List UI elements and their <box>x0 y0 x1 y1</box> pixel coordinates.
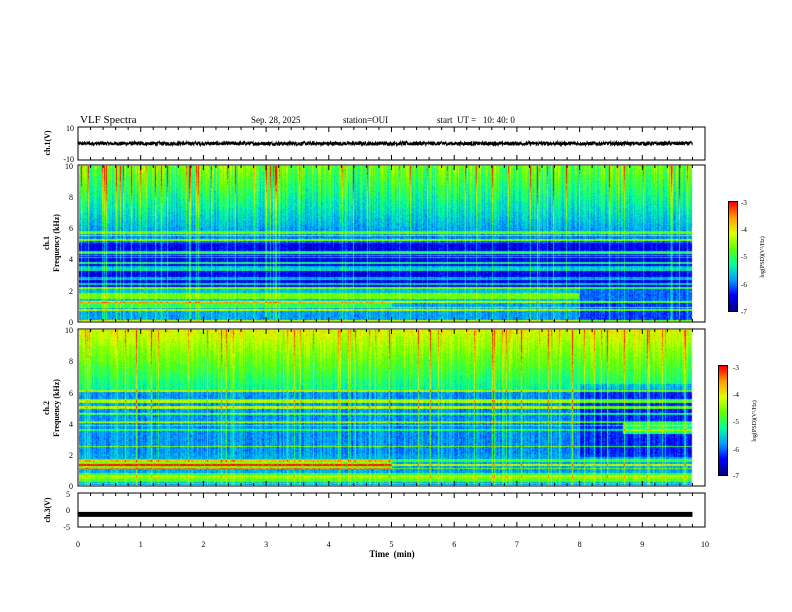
ch1-ytick-bottom: -10 <box>63 155 74 164</box>
colorbar1-tick-m3: -3 <box>741 199 747 207</box>
figure-start-ut: start UT = 10: 40: 0 <box>437 115 515 125</box>
ch2-spectrogram-ticks <box>77 329 706 486</box>
ch3-ytick-top: 5 <box>66 490 70 499</box>
ch1-freq-tick-10: 10 <box>65 162 73 171</box>
ch2-spectrogram-image-wrap <box>79 330 704 485</box>
time-tick-label: 6 <box>452 540 456 549</box>
colorbar1-gradient <box>729 202 737 311</box>
ch2-freq-tick-6: 6 <box>69 389 73 398</box>
ch1-ytick-top: 10 <box>66 124 74 133</box>
figure-title: VLF Spectra <box>80 114 137 126</box>
ch1-freq-tick-8: 8 <box>69 193 73 202</box>
ch2-freq-tick-4: 4 <box>69 420 73 429</box>
ch2-freq-tick-10: 10 <box>65 326 73 335</box>
ch2-freq-tick-8: 8 <box>69 357 73 366</box>
time-tick-label: 1 <box>139 540 143 549</box>
colorbar2-tick-m4: -4 <box>733 391 739 399</box>
colorbar1-tick-m5: -5 <box>741 253 747 261</box>
ch1-freq-tick-0: 0 <box>69 318 73 327</box>
ch1-spectrogram-ylabel-freq: Frequency (kHz) <box>52 214 61 272</box>
ch3-waveform-ylabel: ch.3(V) <box>43 497 52 522</box>
ch1-freq-tick-4: 4 <box>69 255 73 264</box>
figure-date: Sep. 28, 2025 <box>251 115 301 125</box>
ch1-spectrogram-yticks: 0 2 4 6 8 10 <box>65 162 73 327</box>
figure-station: station=OUI <box>343 115 388 125</box>
ch3-ytick-bottom: -5 <box>63 523 70 532</box>
ch2-freq-tick-0: 0 <box>69 482 73 491</box>
ch2-spectrogram-panel: 0 2 4 6 8 10 ch.2 Frequency (kHz) -3 -4 … <box>42 326 758 491</box>
time-tick-label: 3 <box>264 540 268 549</box>
colorbar1-tick-m6: -6 <box>741 281 747 289</box>
ch1-waveform-ticks <box>77 127 706 160</box>
time-tick-label: 4 <box>327 540 331 549</box>
ch1-spectrogram-ticks <box>77 165 706 322</box>
ch1-spectrogram-heatmap <box>79 166 704 321</box>
ch2-spectrogram-ylabel: ch.2 <box>42 401 51 415</box>
ch3-waveform-frame <box>77 492 706 528</box>
ch3-waveform-panel: 5 0 -5 ch.3(V) 0 1 2 3 4 5 6 7 8 9 10 Time (min) <box>43 490 709 559</box>
colorbar1-tick-m4: -4 <box>741 226 747 234</box>
colorbar2-label: log(PSD)(V²/Hz) <box>751 400 758 441</box>
colorbar2-frame <box>718 365 728 476</box>
colorbar1-tick-m7: -7 <box>741 308 747 316</box>
colorbar2-tick-m3: -3 <box>733 364 739 372</box>
ch1-waveform-trace <box>77 139 693 148</box>
ch1-spectrogram-ylabel: ch.1 <box>42 236 51 250</box>
time-tick-label: 9 <box>640 540 644 549</box>
ch1-spectrogram-panel: 0 2 4 6 8 10 ch.1 Frequency (kHz) -3 -4 … <box>42 162 766 327</box>
time-tick-label: 10 <box>701 540 709 549</box>
ch3-waveform-ticks <box>77 493 706 527</box>
colorbar2-gradient <box>719 366 727 475</box>
ch2-spectrogram-yticks: 0 2 4 6 8 10 <box>65 326 73 491</box>
ch1-waveform-panel: 10 -10 ch.1(V) <box>43 124 706 164</box>
colorbar2-tick-m5: -5 <box>733 418 739 426</box>
ch1-waveform-ylabel: ch.1(V) <box>43 130 52 155</box>
time-axis-labels: 0 1 2 3 4 5 6 7 8 9 10 <box>76 540 709 549</box>
time-tick-label: 5 <box>390 540 394 549</box>
colorbar2-wrap <box>719 366 727 475</box>
ch1-freq-tick-6: 6 <box>69 224 73 233</box>
ch2-freq-tick-2: 2 <box>69 451 73 460</box>
time-tick-label: 2 <box>201 540 205 549</box>
time-tick-label: 0 <box>76 540 80 549</box>
ch3-ytick-mid: 0 <box>66 506 70 515</box>
colorbar2-tick-m6: -6 <box>733 446 739 454</box>
ch2-spectrogram-heatmap <box>79 330 704 485</box>
ch1-freq-tick-2: 2 <box>69 287 73 296</box>
colorbar1-frame <box>728 201 738 312</box>
ch2-spectrogram-ylabel-freq: Frequency (kHz) <box>52 379 61 437</box>
colorbar1-label: log(PSD)(V²/Hz) <box>759 236 766 277</box>
time-tick-label: 7 <box>515 540 519 549</box>
time-tick-label: 8 <box>578 540 582 549</box>
colorbar1-wrap <box>729 202 737 311</box>
time-axis-title: Time (min) <box>369 549 414 559</box>
ch1-spectrogram-image-wrap <box>79 166 704 321</box>
colorbar2-tick-m7: -7 <box>733 472 739 480</box>
